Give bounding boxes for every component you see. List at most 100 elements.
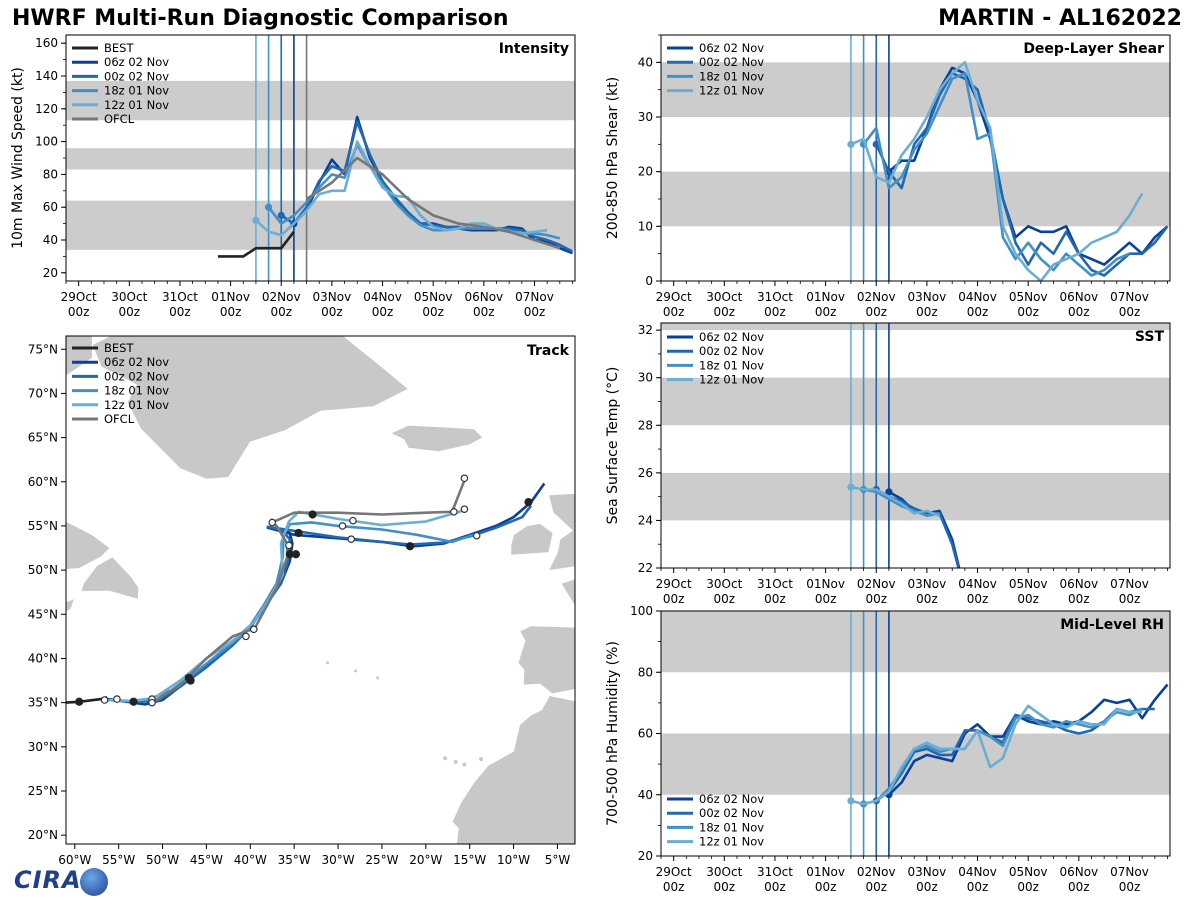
shear-xtick-label: 03Nov: [908, 290, 947, 304]
iberia-landmass: [517, 625, 575, 695]
rh-xtick-label: 03Nov: [908, 865, 947, 879]
shear-plot-area: [661, 35, 1170, 281]
nova-scotia-landmass: [66, 597, 76, 612]
rh-xtick-label: 00z: [916, 880, 938, 894]
track-position-marker: [100, 696, 109, 704]
labrador-landmass: [66, 521, 111, 570]
shear-xtick-label: 00z: [1068, 305, 1090, 319]
shear-ytick-label: 10: [638, 219, 653, 233]
intensity-xtick-label: 00z: [270, 305, 292, 319]
figure-title: HWRF Multi-Run Diagnostic Comparison: [12, 6, 509, 31]
shear-xtick-label: 00z: [1017, 305, 1039, 319]
legend-label: BEST: [104, 341, 134, 355]
rh-xtick-label: 00z: [1068, 880, 1090, 894]
rh-xtick-label: 00z: [815, 880, 837, 894]
africa-landmass: [451, 695, 575, 844]
intensity-ytick-label: 40: [43, 233, 58, 247]
rh-panel-title: Mid-Level RH: [1060, 617, 1164, 633]
canary-island: [479, 757, 484, 762]
sst-xtick-label: 00z: [714, 592, 736, 606]
legend-label: 06z 02 Nov: [104, 55, 169, 69]
legend-label: 18z 01 Nov: [699, 69, 764, 83]
intensity-plot-area: [66, 35, 575, 281]
rh-ytick-label: 100: [630, 604, 653, 618]
intensity-xtick-label: 02Nov: [262, 290, 301, 304]
rh-xtick-label: 00z: [1017, 880, 1039, 894]
track-ytick-label: 75°N: [28, 342, 58, 356]
intensity-panel: 2040608010012014016029Oct00z30Oct00z31Oc…: [10, 34, 576, 319]
track-panel: 20°N 25°N 30°N 35°N 40°N 45°N 50°N 55°N 60°N 65°N…: [28, 335, 576, 867]
rh-ytick-label: 40: [638, 788, 653, 802]
sst-threshold-band: [661, 377, 1170, 426]
shear-threshold-band: [661, 171, 1170, 227]
intensity-ytick-label: 140: [35, 69, 58, 83]
intensity-xtick-label: 00z: [524, 305, 546, 319]
sst-plot-area: [661, 323, 1170, 568]
track-ytick-label: 20°N: [28, 828, 58, 842]
rh-xtick-label: 01Nov: [806, 865, 845, 879]
track-position-marker: [524, 497, 533, 507]
intensity-panel-title: Intensity: [499, 41, 569, 57]
intensity-xtick-label: 00z: [68, 305, 90, 319]
legend-label: 18z 01 Nov: [104, 384, 169, 398]
rh-xtick-label: 00z: [967, 880, 989, 894]
shear-xtick-label: 29Oct: [656, 290, 692, 304]
shear-ytick-label: 0: [645, 274, 653, 288]
sst-panel: 22242628303229Oct00z30Oct00z31Oct00z01No…: [605, 322, 1171, 606]
sst-xtick-label: 05Nov: [1009, 577, 1048, 591]
rh-xtick-label: 29Oct: [656, 865, 692, 879]
legend-label: OFCL: [104, 412, 135, 426]
track-position-marker: [186, 676, 195, 685]
track-position-marker: [450, 508, 458, 516]
intensity-xtick-label: 31Oct: [162, 290, 198, 304]
track-position-marker: [347, 535, 356, 544]
sst-ylabel: Sea Surface Temp (°C): [605, 367, 621, 525]
track-position-marker: [242, 632, 250, 641]
track-xtick-label: 25°W: [365, 853, 398, 867]
sst-panel-title: SST: [1135, 329, 1165, 345]
legend-label: 00z 02 Nov: [104, 369, 169, 383]
intensity-series-line: [305, 156, 561, 250]
legend-label: 06z 02 Nov: [699, 330, 764, 344]
track-xtick-label: 35°W: [278, 853, 311, 867]
shear-frame: [660, 34, 1171, 282]
intensity-init-marker: [252, 216, 260, 224]
rh-ytick-label: 60: [638, 727, 653, 741]
intensity-xtick-label: 03Nov: [313, 290, 352, 304]
legend-label: 00z 02 Nov: [699, 806, 764, 820]
cira-logo-text: CIRA: [14, 866, 82, 894]
intensity-xtick-label: 06Nov: [464, 290, 503, 304]
track-ytick-label: 70°N: [28, 386, 58, 400]
track-ytick-label: 50°N: [28, 563, 58, 577]
shear-xtick-label: 06Nov: [1059, 290, 1098, 304]
track-ytick-label: 55°N: [28, 519, 58, 533]
sst-xtick-label: 00z: [1068, 592, 1090, 606]
intensity-xtick-label: 00z: [169, 305, 191, 319]
intensity-xtick-label: 00z: [119, 305, 141, 319]
legend-label: 18z 01 Nov: [699, 820, 764, 834]
shear-xtick-label: 00z: [967, 305, 989, 319]
track-position-marker: [308, 510, 317, 519]
rh-xtick-label: 00z: [663, 880, 685, 894]
legend-label: 06z 02 Nov: [699, 792, 764, 806]
track-line: [151, 477, 467, 704]
legend-label: 12z 01 Nov: [104, 398, 169, 412]
intensity-ytick-label: 80: [43, 167, 58, 181]
track-position-marker: [291, 550, 301, 559]
intensity-xtick-label: 00z: [422, 305, 444, 319]
sst-frame: [660, 322, 1171, 569]
iceland-landmass: [389, 424, 484, 453]
shear-ylabel: 200-850 hPa Shear (kt): [605, 77, 621, 239]
sst-ytick-label: 30: [638, 371, 653, 385]
sst-xtick-label: 07Nov: [1110, 577, 1149, 591]
rh-series-line: [887, 683, 1169, 796]
azores-island: [326, 661, 330, 665]
shear-panel-title: Deep-Layer Shear: [1023, 41, 1164, 57]
shear-xtick-label: 30Oct: [706, 290, 742, 304]
sst-series-line: [863, 488, 940, 518]
